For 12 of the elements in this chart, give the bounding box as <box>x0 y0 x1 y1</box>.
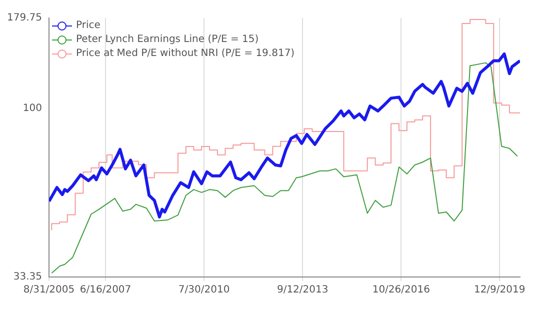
legend-label: Peter Lynch Earnings Line (P/E = 15) <box>76 33 259 47</box>
y-tick-label: 100 <box>22 102 42 114</box>
x-tick-label: 8/31/2005 <box>23 284 75 296</box>
legend-label: Price <box>76 19 100 33</box>
x-tick-label: 6/16/2007 <box>80 284 132 296</box>
y-tick-label: 33.35 <box>13 272 42 283</box>
x-tick-label: 12/9/2019 <box>474 284 526 296</box>
x-tick-label: 10/26/2016 <box>372 284 430 296</box>
legend-label: Price at Med P/E without NRI (P/E = 19.817) <box>76 47 295 61</box>
x-tick-label: 9/12/2013 <box>276 284 328 296</box>
x-tick-label: 7/30/2010 <box>178 284 230 296</box>
y-tick-label: 179.75 <box>6 12 42 24</box>
